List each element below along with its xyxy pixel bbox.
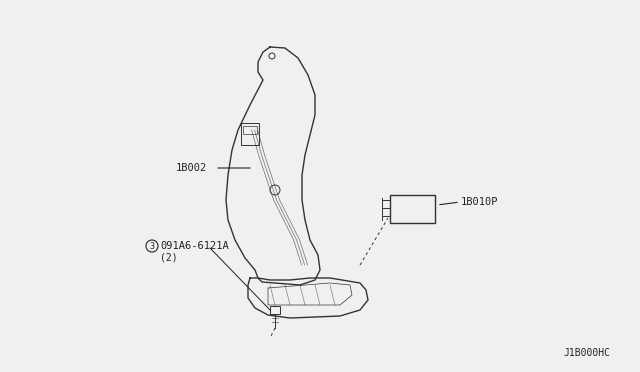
Text: 1B010P: 1B010P	[461, 197, 499, 207]
Text: 1B002: 1B002	[176, 163, 207, 173]
Text: 3: 3	[150, 241, 154, 250]
Text: J1B000HC: J1B000HC	[563, 348, 610, 358]
Text: 091A6-6121A: 091A6-6121A	[160, 241, 228, 251]
Text: (2): (2)	[160, 252, 178, 262]
